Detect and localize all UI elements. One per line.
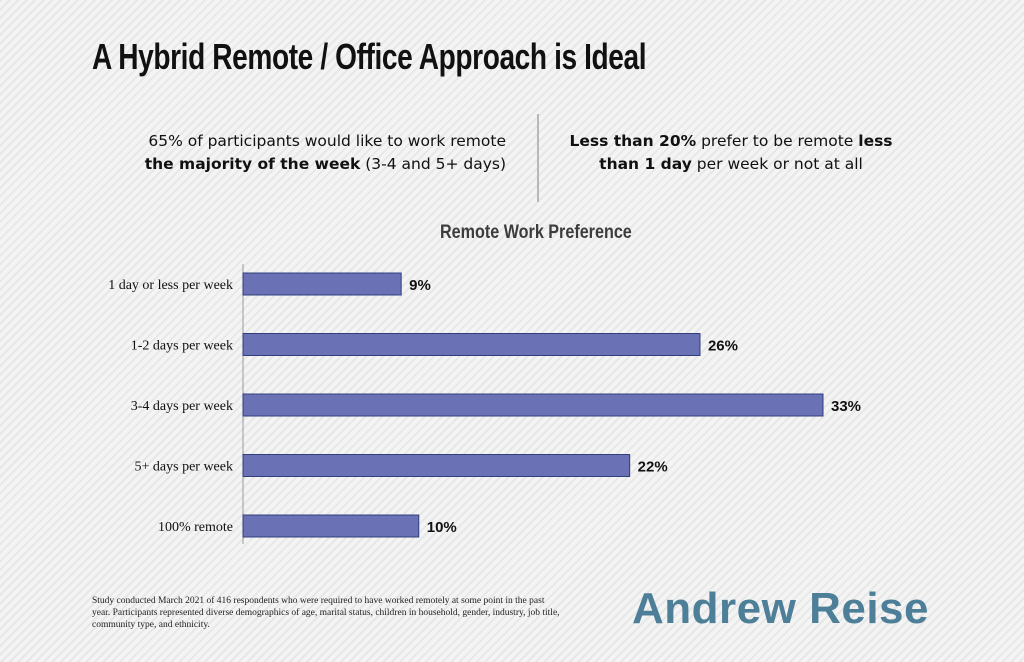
blurb-left-line1: 65% of participants would like to work r… <box>148 132 506 150</box>
category-label: 5+ days per week <box>135 460 233 475</box>
bar <box>242 272 402 296</box>
category-label: 1 day or less per week <box>108 278 233 293</box>
bar <box>242 333 701 356</box>
data-label: 9% <box>409 277 431 294</box>
blurb-left-rest: (3-4 and 5+ days) <box>360 155 506 173</box>
blurb-left-line2: the majority of the week (3-4 and 5+ day… <box>145 153 506 176</box>
category-label: 3-4 days per week <box>131 399 233 414</box>
study-footnote: Study conducted March 2021 of 416 respon… <box>92 596 560 630</box>
category-label: 100% remote <box>158 520 233 535</box>
blurb-right-text-2: per week or not at all <box>691 155 863 173</box>
blurb-divider <box>537 114 539 202</box>
data-label: 26% <box>708 338 738 355</box>
page-title: A Hybrid Remote / Office Approach is Ide… <box>92 36 647 77</box>
bar <box>242 454 631 477</box>
minority-remote-blurb: Less than 20% prefer to be remote less t… <box>566 130 896 176</box>
data-label: 33% <box>831 398 861 415</box>
blurb-right-line1: Less than 20% prefer to be remote less <box>566 130 896 153</box>
data-label: 22% <box>638 459 668 476</box>
blurb-right-emphasis-2: less <box>858 132 893 150</box>
blurb-left-emphasis: the majority of the week <box>144 155 361 173</box>
blurb-right-emphasis-1: Less than 20% <box>569 132 697 150</box>
blurb-right-line2: than 1 day per week or not at all <box>566 153 896 176</box>
bar <box>242 514 420 538</box>
blurb-right-text-1: prefer to be remote <box>696 132 859 150</box>
category-label: 1-2 days per week <box>131 339 233 354</box>
blurb-right-emphasis-3: than 1 day <box>599 155 692 173</box>
data-label: 10% <box>427 519 457 536</box>
chart-title: Remote Work Preference <box>440 222 632 243</box>
majority-remote-blurb: 65% of participants would like to work r… <box>145 130 506 176</box>
bar <box>242 393 824 417</box>
brand-logo: Andrew Reise <box>632 584 929 633</box>
